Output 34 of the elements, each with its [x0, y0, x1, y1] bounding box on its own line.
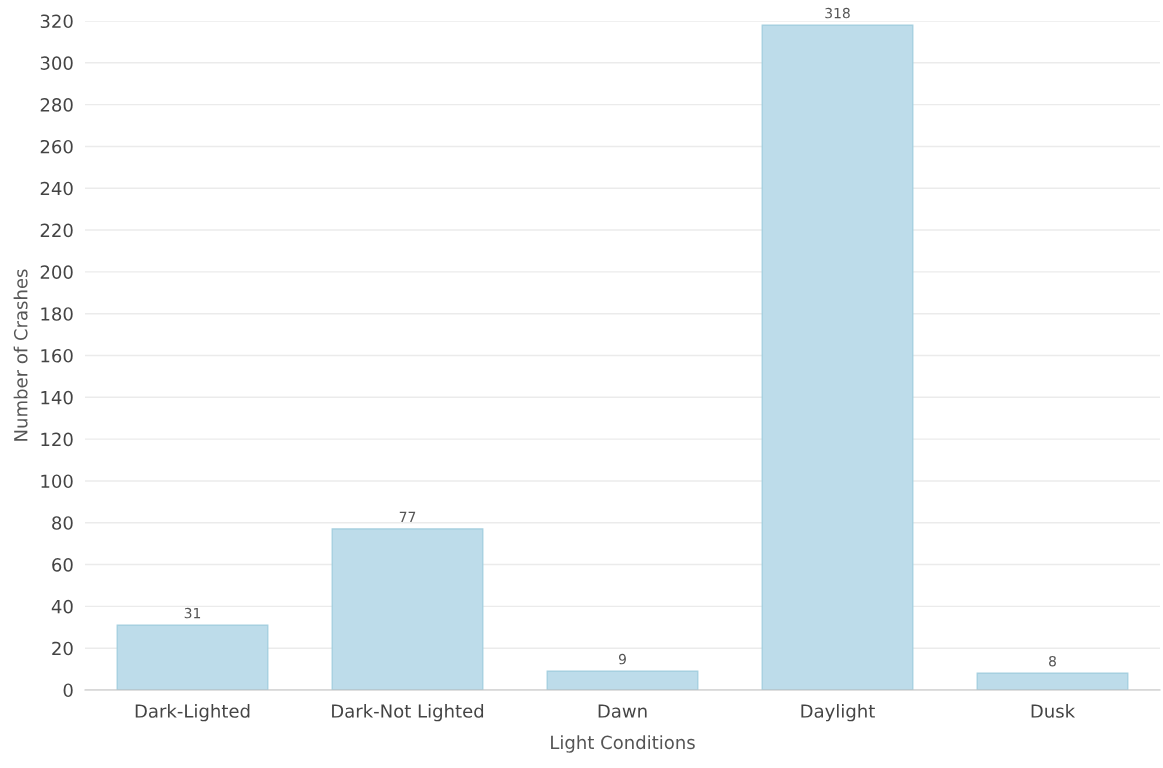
- x-tick-label: Dusk: [1031, 703, 1076, 718]
- bar: [331, 528, 484, 690]
- y-tick-label: 280: [40, 98, 73, 112]
- x-tick-label: Dark-Not Lighted: [332, 703, 484, 722]
- bar: [976, 672, 1129, 690]
- bar: [761, 24, 914, 690]
- y-tick-label: 100: [41, 474, 73, 489]
- data-label: 9: [618, 653, 626, 665]
- bar: [116, 624, 269, 690]
- y-tick-label: 160: [41, 348, 73, 363]
- y-tick-label: 300: [40, 56, 73, 70]
- y-tick-label: 80: [52, 516, 73, 530]
- y-tick-label: 20: [52, 641, 73, 656]
- y-tick-label: 60: [52, 558, 73, 572]
- data-label: 77: [399, 511, 416, 522]
- y-tick-label: 240: [40, 181, 73, 196]
- y-axis-title: Number of Crashes: [13, 269, 28, 441]
- x-axis-title: Light Conditions: [551, 735, 695, 753]
- data-label: 8: [1049, 655, 1056, 667]
- data-label: 31: [184, 607, 201, 619]
- x-tick-label: Dark-Lighted: [135, 703, 250, 722]
- x-tick-label: Daylight: [801, 703, 875, 722]
- y-tick-label: 200: [40, 265, 73, 279]
- y-tick-label: 40: [51, 599, 73, 614]
- y-tick-label: 0: [63, 683, 73, 698]
- bar: [546, 670, 699, 690]
- y-tick-label: 220: [40, 223, 73, 238]
- x-tick-label: Dawn: [598, 704, 647, 718]
- y-tick-label: 320: [40, 14, 73, 29]
- y-tick-label: 120: [41, 432, 73, 447]
- y-tick-label: 140: [41, 390, 73, 405]
- y-tick-label: 180: [41, 307, 73, 321]
- data-label: 318: [825, 7, 850, 19]
- y-tick-label: 260: [40, 139, 73, 154]
